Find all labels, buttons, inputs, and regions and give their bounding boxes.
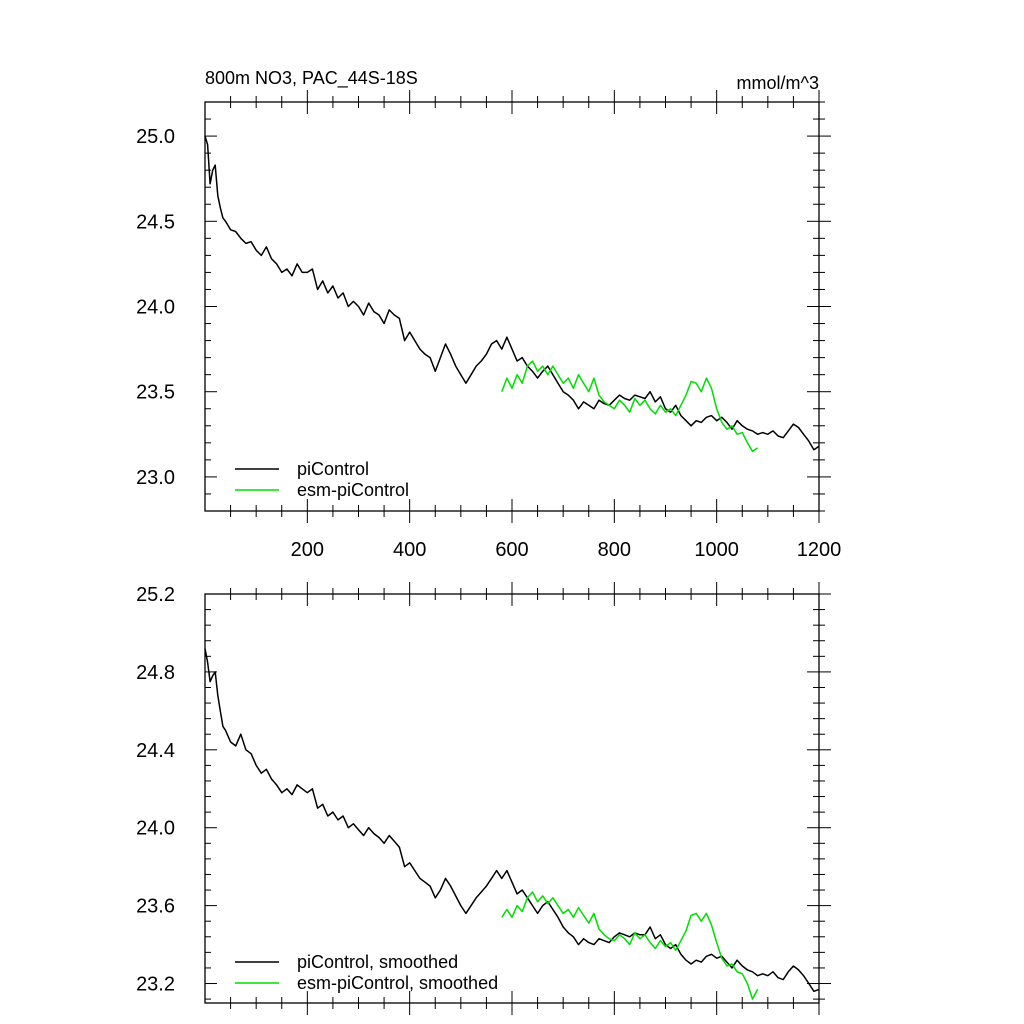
y-tick-label: 23.2 [136, 974, 175, 996]
x-tick-label: 400 [393, 539, 426, 561]
legend-label-esm-picontrol: esm-piControl [297, 480, 409, 500]
y-tick-label: 24.5 [136, 211, 175, 233]
top-plot-frame [204, 101, 820, 512]
top-series-lines [204, 135, 820, 453]
y-tick-label: 23.5 [136, 382, 175, 404]
series-line-picontrol-smoothed [204, 648, 820, 993]
bottom-axis-ticks: 23.2 23.6 24.0 24.4 24.8 25.2 [136, 582, 831, 1015]
y-tick-label: 24.4 [136, 740, 175, 762]
x-tick-label: 800 [598, 539, 631, 561]
series-line-esm-picontrol [501, 360, 759, 453]
top-legend: piControl esm-piControl [235, 459, 409, 500]
top-panel: 800m NO3, PAC_44S-18S mmol/m^3 200 400 600… [136, 68, 841, 561]
legend-label-picontrol-smoothed: piControl, smoothed [297, 952, 458, 972]
series-line-picontrol [204, 135, 820, 451]
series-line-esm-picontrol-smoothed [501, 891, 759, 1000]
top-axis-ticks: 200 400 600 800 1000 1200 23.0 23.5 24.0 24.5 25.0 [136, 90, 841, 561]
legend-label-picontrol: piControl [297, 459, 369, 479]
y-tick-label: 24.0 [136, 297, 175, 319]
x-tick-label: 600 [495, 539, 528, 561]
y-tick-label: 23.0 [136, 467, 175, 489]
y-tick-label: 25.2 [136, 584, 175, 606]
bottom-plot-frame [204, 593, 820, 1004]
units-label: mmol/m^3 [737, 73, 819, 93]
x-tick-label: 200 [291, 539, 324, 561]
bottom-series-lines [204, 648, 820, 1000]
bottom-panel: 23.2 23.6 24.0 24.4 24.8 25.2 piControl, smoo… [136, 582, 831, 1015]
x-tick-label: 1000 [694, 539, 739, 561]
y-tick-label: 24.0 [136, 818, 175, 840]
y-tick-label: 25.0 [136, 126, 175, 148]
y-tick-label: 24.8 [136, 662, 175, 684]
bottom-legend: piControl, smoothed esm-piControl, smoot… [235, 952, 498, 993]
chart-title: 800m NO3, PAC_44S-18S [205, 68, 418, 89]
legend-label-esm-picontrol-smoothed: esm-piControl, smoothed [297, 973, 498, 993]
x-tick-label: 1200 [797, 539, 842, 561]
y-tick-label: 23.6 [136, 896, 175, 918]
